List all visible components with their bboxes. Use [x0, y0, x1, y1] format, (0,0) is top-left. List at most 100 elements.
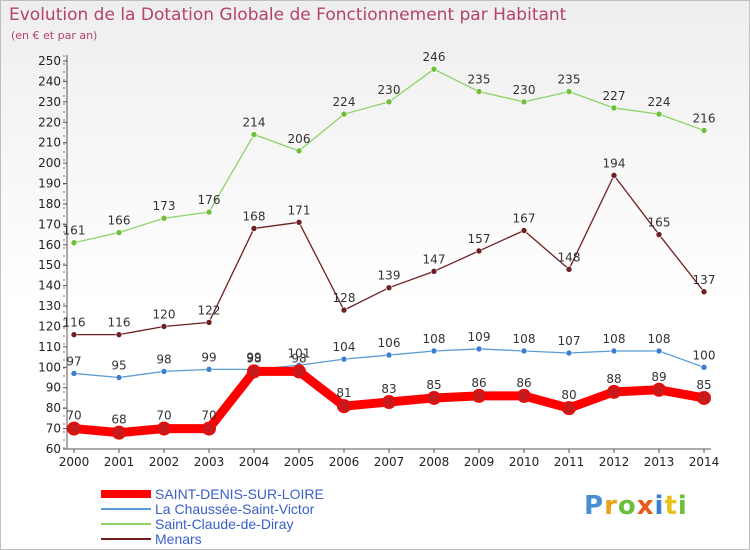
- data-point: [67, 421, 81, 436]
- data-point: [655, 347, 663, 355]
- y-tick-label: 220: [38, 115, 61, 129]
- y-tick-label: 210: [38, 136, 61, 150]
- data-label: 122: [198, 303, 221, 317]
- data-label: 97: [66, 354, 81, 368]
- data-point: [295, 147, 303, 155]
- data-point: [520, 98, 528, 106]
- y-tick-label: 70: [46, 422, 61, 436]
- y-tick-label: 180: [38, 197, 61, 211]
- data-label: 106: [378, 336, 401, 350]
- data-point: [247, 364, 261, 379]
- x-tick-label: 2011: [554, 455, 585, 469]
- data-label: 147: [423, 252, 446, 266]
- data-label: 176: [198, 193, 221, 207]
- data-point: [697, 390, 711, 405]
- data-label: 216: [693, 111, 716, 125]
- data-point: [475, 345, 483, 353]
- data-point: [202, 421, 216, 436]
- data-point: [70, 331, 78, 338]
- data-label: 167: [513, 211, 536, 225]
- data-point: [340, 306, 348, 314]
- data-point: [562, 401, 576, 416]
- data-label: 214: [243, 116, 266, 130]
- data-label: 173: [153, 199, 176, 213]
- data-label: 161: [63, 224, 86, 238]
- data-point: [340, 355, 348, 363]
- data-label: 85: [426, 378, 441, 392]
- data-point: [340, 110, 348, 118]
- data-label: 83: [381, 382, 396, 396]
- data-label: 230: [513, 83, 536, 97]
- data-point: [517, 388, 531, 403]
- x-tick-label: 2005: [284, 455, 315, 469]
- data-point: [700, 288, 708, 296]
- data-label: 70: [201, 409, 216, 423]
- data-label: 86: [516, 376, 531, 390]
- legend-swatch: [101, 523, 151, 525]
- legend-label: SAINT-DENIS-SUR-LOIRE: [155, 486, 324, 502]
- data-label: 194: [603, 156, 626, 170]
- data-point: [250, 225, 258, 232]
- data-label: 224: [648, 95, 671, 109]
- data-label: 166: [108, 214, 131, 228]
- data-label: 98: [291, 351, 306, 365]
- data-label: 98: [156, 352, 171, 366]
- data-label: 139: [378, 269, 401, 283]
- data-label: 89: [651, 370, 666, 384]
- data-label: 70: [156, 409, 171, 423]
- y-tick-label: 250: [38, 54, 61, 68]
- data-point: [430, 65, 438, 73]
- data-point: [385, 351, 393, 359]
- x-tick-label: 2014: [689, 455, 720, 469]
- y-tick-label: 90: [46, 381, 61, 395]
- data-point: [427, 390, 441, 405]
- data-point: [655, 231, 663, 238]
- data-point: [115, 374, 123, 381]
- data-point: [70, 239, 78, 247]
- data-label: 168: [243, 209, 266, 223]
- legend-swatch: [101, 490, 151, 498]
- data-label: 109: [468, 330, 491, 344]
- data-point: [112, 425, 126, 440]
- data-label: 227: [603, 89, 626, 103]
- data-label: 235: [558, 73, 581, 87]
- y-tick-label: 170: [38, 217, 61, 231]
- data-point: [160, 214, 168, 222]
- legend-label: La Chaussée-Saint-Victor: [155, 501, 315, 517]
- data-point: [250, 131, 258, 138]
- x-tick-label: 2013: [644, 455, 675, 469]
- data-point: [610, 172, 618, 179]
- x-tick-label: 2012: [599, 455, 630, 469]
- data-point: [205, 319, 213, 326]
- x-tick-label: 2000: [59, 455, 90, 469]
- y-tick-label: 60: [46, 442, 61, 456]
- data-point: [565, 88, 573, 95]
- data-point: [295, 219, 303, 226]
- y-tick-label: 190: [38, 177, 61, 191]
- data-label: 104: [333, 340, 356, 354]
- data-label: 107: [558, 334, 581, 348]
- x-tick-label: 2002: [149, 455, 180, 469]
- y-tick-label: 110: [38, 340, 61, 354]
- data-point: [337, 399, 351, 414]
- data-label: 165: [648, 216, 671, 230]
- data-label: 80: [561, 388, 576, 402]
- y-tick-label: 230: [38, 95, 61, 109]
- data-point: [385, 98, 393, 106]
- y-tick-label: 140: [38, 279, 61, 293]
- data-point: [430, 347, 438, 355]
- data-point: [520, 347, 528, 355]
- chart-subtitle: (en € et par an): [11, 29, 98, 42]
- data-label: 98: [246, 351, 261, 365]
- data-point: [292, 364, 306, 379]
- data-point: [652, 382, 666, 397]
- data-label: 85: [696, 378, 711, 392]
- data-point: [382, 395, 396, 410]
- y-tick-label: 80: [46, 401, 61, 415]
- data-point: [205, 366, 213, 373]
- data-label: 148: [558, 250, 581, 264]
- data-point: [475, 88, 483, 95]
- proxiti-logo: Proxiti: [584, 491, 688, 521]
- data-label: 95: [111, 359, 126, 373]
